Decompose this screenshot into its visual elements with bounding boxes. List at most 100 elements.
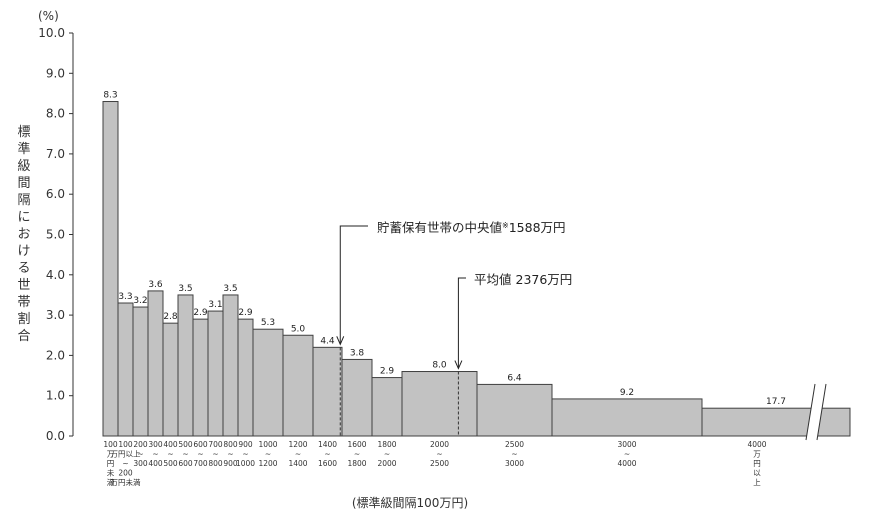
- histogram-bar: [312, 346, 343, 437]
- x-category-label: ~: [295, 450, 301, 459]
- data-labels-group: 8.33.3 3.23.62.83.52.93.13.52.95.35.04.43…: [103, 91, 786, 408]
- histogram-bar: [147, 290, 164, 437]
- x-category-label: 400: [163, 440, 178, 449]
- x-category-label: 万: [753, 450, 761, 459]
- x-category-label: ~: [227, 450, 233, 459]
- y-axis-label-char: 間: [17, 176, 30, 191]
- x-category-label: 500: [163, 459, 178, 468]
- bar-value-label: 3.5: [178, 284, 192, 294]
- x-category-label: 3000: [617, 440, 636, 449]
- annotation-value: 1588万円: [509, 220, 566, 235]
- bar-value-label: 2.9: [380, 367, 395, 377]
- bar-value-label: 5.0: [291, 324, 306, 334]
- x-category-label: 上: [753, 478, 761, 487]
- annotation-leader-line: [339, 225, 368, 344]
- y-unit-label: (%): [38, 9, 59, 23]
- x-category-label: 万円以上: [111, 450, 141, 459]
- y-tick-label: 6.0: [46, 187, 65, 201]
- histogram-bar: [192, 318, 209, 437]
- bar-value-label: 8.0: [432, 361, 447, 371]
- x-category-label: 700: [208, 440, 223, 449]
- bar-value-label: 2.8: [163, 312, 178, 322]
- x-category-label: 1400: [288, 459, 307, 468]
- x-category-label: 円: [753, 459, 761, 468]
- bar-value-label: 8.3: [103, 91, 117, 101]
- histogram-bar: [701, 407, 851, 437]
- x-category-label: 1800: [377, 440, 396, 449]
- x-category-label: 800: [223, 440, 238, 449]
- x-category-label: 3000: [505, 459, 524, 468]
- x-category-label: 800: [208, 459, 223, 468]
- histogram-bar: [177, 294, 194, 437]
- x-category-label: 万: [107, 450, 115, 459]
- y-axis-label-char: 隔: [17, 193, 30, 208]
- x-category-label: ~: [265, 450, 271, 459]
- x-category-label: 1200: [258, 459, 277, 468]
- x-category-label: ~: [122, 459, 128, 468]
- x-category-label: 1600: [318, 459, 337, 468]
- x-category-label: ~: [137, 450, 143, 459]
- bar-value-label: 3.5: [223, 284, 237, 294]
- x-category-label: 2500: [430, 459, 449, 468]
- x-category-label: 900: [238, 440, 253, 449]
- x-category-label: 900: [223, 459, 238, 468]
- y-tick-label: 2.0: [46, 348, 65, 362]
- y-axis-label-char: 準: [17, 141, 30, 157]
- histogram-bar: [371, 377, 403, 437]
- histogram-bar: [132, 306, 149, 437]
- x-category-label: ~: [197, 450, 203, 459]
- y-tick-label: 9.0: [46, 66, 65, 80]
- x-category-label: 1000: [258, 440, 277, 449]
- y-tick-label: 10.0: [38, 26, 65, 40]
- x-axis-label: (標準級間隔100万円): [352, 495, 468, 510]
- axis-break-marks: [805, 383, 827, 441]
- x-category-label: 万円未満: [111, 477, 141, 487]
- histogram-bar: [207, 310, 224, 437]
- annotation-note-mark: ※: [502, 221, 509, 230]
- x-category-label: ~: [152, 450, 158, 459]
- bar-value-label: 4.4: [320, 336, 335, 346]
- y-axis-label-char: 帯: [17, 295, 30, 310]
- x-category-label: 400: [148, 459, 163, 468]
- x-category-label: ~: [624, 450, 630, 459]
- x-category-label: 200: [118, 469, 133, 478]
- y-tick-label: 8.0: [46, 107, 65, 121]
- x-category-label: 以: [753, 469, 761, 478]
- annotation-label: 貯蓄保有世帯の中央値※1588万円: [377, 220, 566, 235]
- bar-value-label: 2.9: [193, 308, 208, 318]
- x-category-label: 2500: [505, 440, 524, 449]
- x-category-label: 200: [133, 440, 148, 449]
- x-category-label: 300: [133, 459, 148, 468]
- histogram-bar: [162, 322, 179, 437]
- bars-group: [102, 101, 851, 441]
- x-category-label: 600: [193, 440, 208, 449]
- x-category-label: 2000: [430, 440, 449, 449]
- x-category-label: 700: [193, 459, 208, 468]
- x-category-label: ~: [354, 450, 360, 459]
- y-tick-label: 1.0: [46, 389, 65, 403]
- y-axis-label-char: 割: [17, 311, 30, 327]
- y-axis-label-char: お: [17, 227, 30, 242]
- x-category-label: ~: [212, 450, 218, 459]
- y-tick-label: 4.0: [46, 268, 65, 282]
- annotation-value: 2376万円: [512, 272, 573, 287]
- x-category-label: 500: [178, 440, 193, 449]
- y-axis-label-char: 標: [17, 125, 30, 140]
- annotation-text: 貯蓄保有世帯の中央値: [377, 220, 502, 235]
- y-tick-label: 5.0: [46, 228, 65, 242]
- y-axis-label-char: 級: [17, 159, 30, 174]
- bar-value-label: 3.6: [148, 280, 163, 290]
- annotation-arrowhead: [454, 360, 463, 370]
- annotation-text: 平均値: [474, 272, 512, 287]
- bar-value-label: 3.2: [133, 296, 147, 306]
- y-axis-label-char: 世: [17, 278, 30, 293]
- x-category-label: 100: [118, 440, 133, 449]
- y-axis-label-char: 合: [17, 329, 30, 344]
- bar-value-label: 2.9: [238, 308, 253, 318]
- x-category-label: ~: [182, 450, 188, 459]
- x-category-label: 1400: [318, 440, 337, 449]
- x-category-label: ~: [242, 450, 248, 459]
- histogram-bar: [551, 398, 703, 437]
